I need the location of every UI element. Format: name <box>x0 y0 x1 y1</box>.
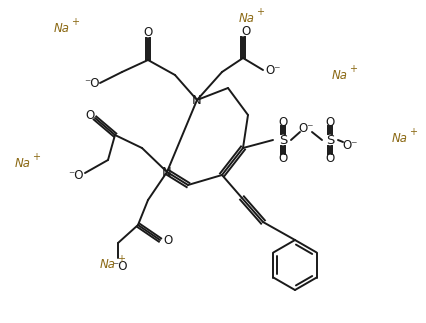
Text: O: O <box>278 116 287 129</box>
Text: O⁻: O⁻ <box>265 64 280 77</box>
Text: ⁻O: ⁻O <box>68 169 83 182</box>
Text: +: + <box>71 17 79 27</box>
Text: +: + <box>408 127 416 137</box>
Text: O⁻: O⁻ <box>342 139 357 151</box>
Text: +: + <box>117 254 125 264</box>
Text: Na: Na <box>54 22 70 35</box>
Text: O: O <box>143 26 152 38</box>
Text: O: O <box>163 234 172 246</box>
Text: O: O <box>325 116 334 129</box>
Text: O: O <box>85 109 95 121</box>
Text: +: + <box>348 64 356 74</box>
Text: Na: Na <box>391 131 407 144</box>
Text: +: + <box>256 7 263 17</box>
Text: O⁻: O⁻ <box>297 121 313 134</box>
Text: N: N <box>192 93 201 107</box>
Text: S: S <box>278 133 287 147</box>
Text: O: O <box>278 151 287 164</box>
Text: ⁻O: ⁻O <box>84 77 100 89</box>
Text: Na: Na <box>100 258 116 272</box>
Text: Na: Na <box>15 157 31 170</box>
Text: O: O <box>241 25 250 37</box>
Text: O: O <box>325 151 334 164</box>
Text: N: N <box>162 165 172 179</box>
Text: Na: Na <box>239 12 254 25</box>
Text: S: S <box>325 133 334 147</box>
Text: Na: Na <box>331 68 347 81</box>
Text: +: + <box>32 152 40 162</box>
Text: ⁻O: ⁻O <box>112 259 127 273</box>
